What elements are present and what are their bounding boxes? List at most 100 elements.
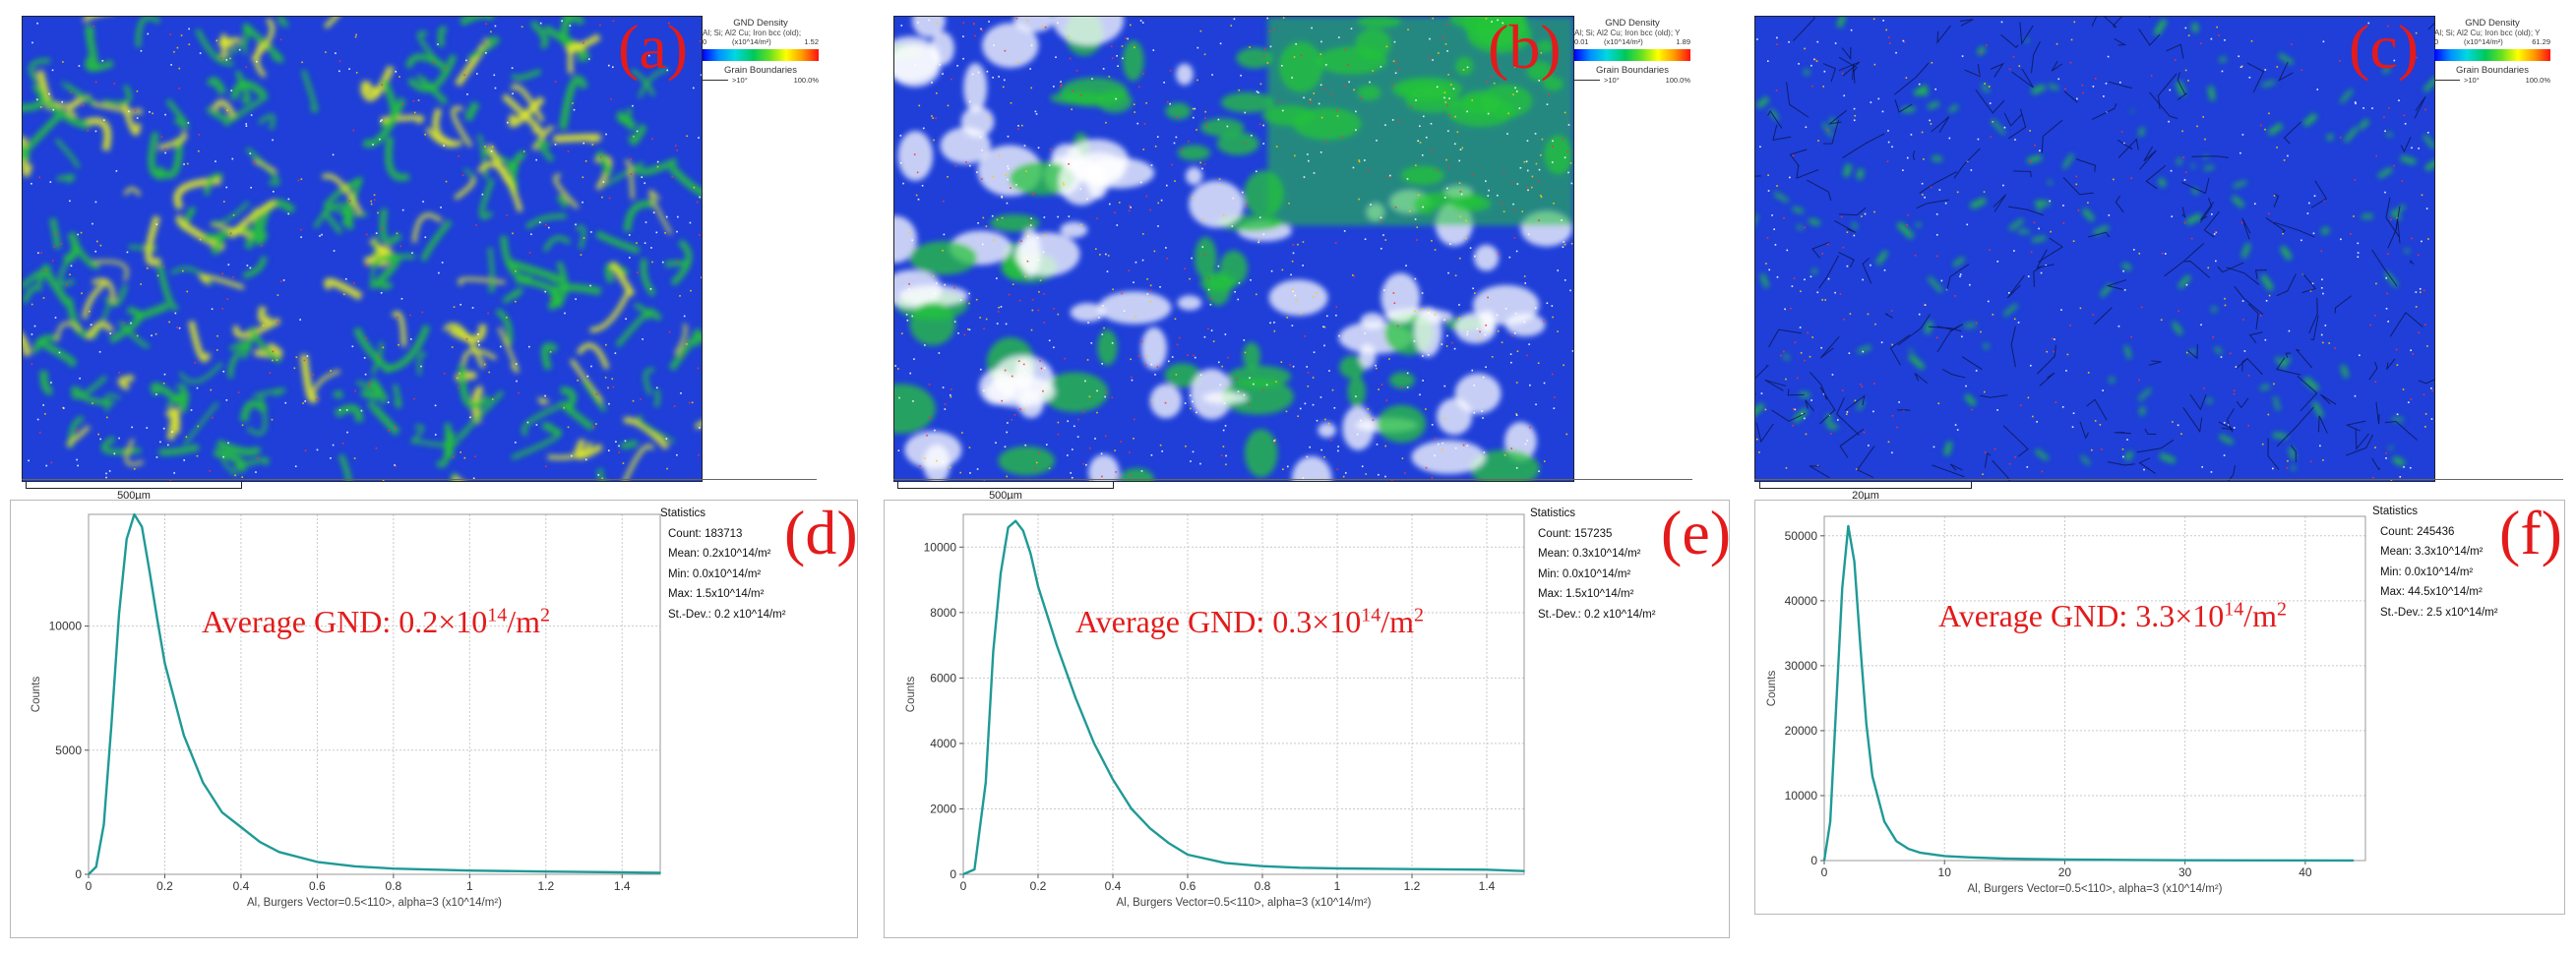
data-point [1835,703,1838,706]
gb-line-icon [1574,80,1600,81]
stats-min: Min: 0.0x10^14/m² [2380,566,2474,578]
x-tick-label: 0.8 [386,879,402,893]
map-speckle [1755,18,2433,481]
stats-min: Min: 0.0x10^14/m² [1538,567,1631,580]
x-tick-label: 1.2 [537,879,554,893]
x-tick-label: 20 [2058,865,2072,879]
avg-exp: 14 [487,604,508,626]
plot-frame [88,513,661,875]
histogram-e: 0 0.2 0.4 0.6 0.8 1 1.2 1.4 0 2000 4000 6000 8000 100… [884,500,1730,938]
panel-label-a: (a) [618,12,689,82]
scalebar-line [897,481,1114,489]
stats-stdev: St.-Dev.: 0.2 x10^14/m² [1538,608,1656,621]
legend-min: 0 [2434,37,2439,46]
data-point [354,865,356,867]
data-point [962,873,964,875]
data-point [1907,848,1910,850]
stats-d: Statistics Count: 183713 Mean: 0.2x10^14… [660,504,786,625]
avg-unit: /m [507,604,541,639]
stats-count: Count: 183713 [668,527,743,540]
legend-gb-row: >10° 100.0% [2434,76,2550,85]
data-point [1853,561,1856,564]
histogram-e-plot: 0 0.2 0.4 0.6 0.8 1 1.2 1.4 0 2000 4000 6000 8000 100… [905,513,1525,909]
plot-frame [962,513,1525,875]
avg-prefix: Average GND: 3.3×10 [1938,598,2225,633]
data-point [277,851,280,854]
stats-title: Statistics [2372,506,2419,517]
data-point [973,868,976,870]
y-axis-label: Counts [31,677,42,713]
data-point [1168,842,1170,845]
avg-unit: /m [2243,598,2278,633]
grid [962,514,1524,875]
legend-max: 1.89 [1676,37,1690,46]
stats-title: Statistics [660,507,706,519]
data-point [1865,723,1868,726]
data-point [1871,775,1873,777]
data-point [1014,519,1016,522]
y-tick-label: 10000 [1785,789,1818,803]
y-tick-label: 0 [1810,854,1817,867]
data-point [133,513,136,515]
data-point [1112,778,1114,781]
series-points [962,519,1525,875]
plot-frame [1823,515,2366,862]
legend-gb-title: Grain Boundaries [2456,65,2529,76]
series-line [1822,524,2354,863]
legend-a: GND Density Al; Si; Al2 Cu; Iron bcc (ol… [703,18,819,85]
x-tick-label: 0 [960,879,967,893]
data-point [1149,827,1151,830]
grain-boundaries [1755,17,2434,481]
legend-range: 0 (x10^14/m²) 1.52 [703,37,819,47]
avg-unit-exp: 2 [1414,604,1425,626]
data-point [118,613,120,615]
x-tick-label: 0 [86,879,92,893]
data-point [1919,852,1922,854]
legend-colorbar [703,49,819,61]
data-point [102,823,105,826]
data-point [1967,856,1970,859]
x-axis-label: Al, Burgers Vector=0.5<110>, alpha=3 (x1… [1117,897,1372,909]
avg-exp: 14 [1361,604,1381,626]
data-point [1007,526,1010,529]
scalebar-a: 500µm [26,481,242,502]
data-point [1523,869,1525,872]
map-speckle [28,20,702,481]
legend-gb-row: >10° 100.0% [703,76,819,85]
data-point [1093,743,1095,745]
legend-max: 1.52 [804,37,819,46]
y-tick-label: 10000 [924,540,957,554]
stats-max: Max: 44.5x10^14/m² [2380,586,2483,598]
data-point [1895,840,1898,842]
avg-gnd-f: Average GND: 3.3×1014/m2 [1938,598,2287,634]
stats-stdev: St.-Dev.: 2.5 x10^14/m² [2380,606,2498,619]
stats-count: Count: 157235 [1538,527,1613,540]
data-point [1841,586,1844,589]
x-tick-label: 0.4 [1105,879,1122,893]
data-point [110,724,113,727]
y-tick-label: 4000 [930,737,956,750]
map-a-separator [22,479,817,480]
legend-unit: (x10^14/m²) [2464,37,2503,46]
gb-angle: >10° [1604,76,1620,85]
panel-label-b: (b) [1488,12,1562,82]
legend-phases: Al; Si; Al2 Cu; Iron bcc (old); Y [2434,29,2541,37]
map-texture [1755,17,2434,471]
x-tick-label: 1.2 [1404,879,1421,893]
legend-title: GND Density [1605,18,1660,29]
stats-max: Max: 1.5x10^14/m² [1538,588,1634,600]
stats-e: Statistics Count: 157235 Mean: 0.3x10^14… [1530,504,1656,625]
panel-label-c: (c) [2349,12,2420,82]
x-tick-label: 0.2 [156,879,173,893]
x-tick-label: 30 [2178,865,2192,879]
map-texture [894,17,1573,481]
avg-gnd-d: Average GND: 0.2×1014/m2 [202,604,550,640]
data-point [316,861,319,864]
x-tick-label: 0.6 [309,879,326,893]
data-point [1037,585,1039,587]
data-point [2183,859,2186,862]
x-tick-label: 0.2 [1030,879,1047,893]
stats-mean: Mean: 3.3x10^14/m² [2380,546,2484,558]
stats-max: Max: 1.5x10^14/m² [668,588,765,600]
data-point [1029,553,1032,555]
